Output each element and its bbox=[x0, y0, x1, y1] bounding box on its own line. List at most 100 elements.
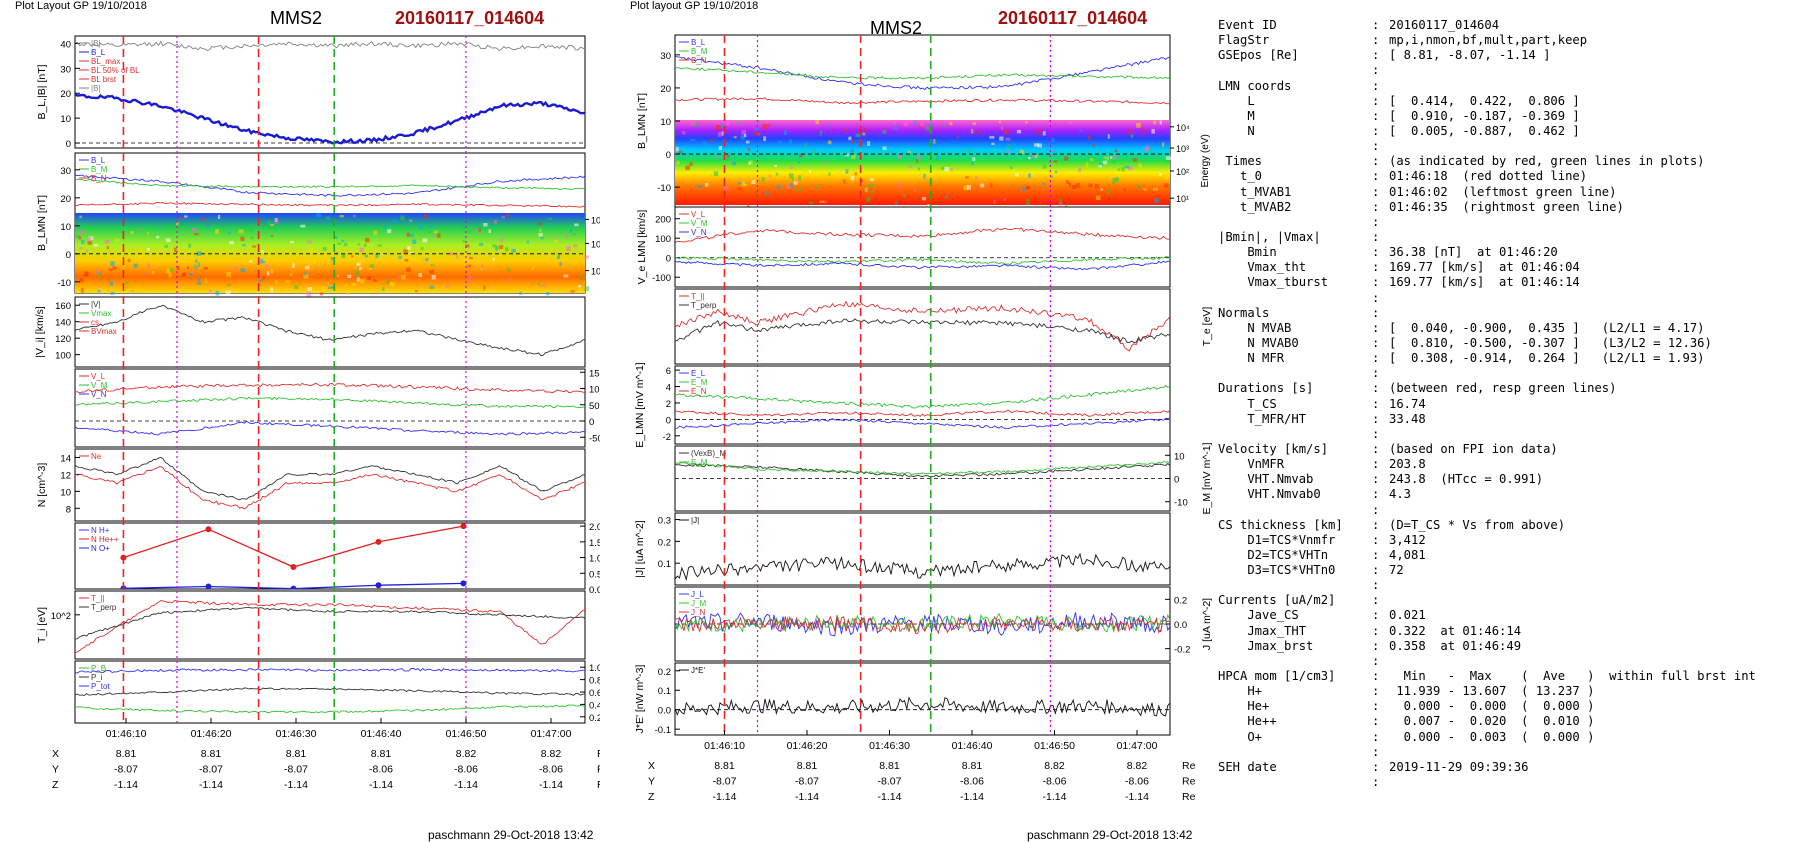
y-tick-label: 20 bbox=[660, 84, 671, 95]
spectrogram-speckle bbox=[1130, 134, 1134, 138]
spectrogram-speckle bbox=[819, 133, 822, 137]
summary-row: M: [ 0.910, -0.187, -0.369 ] bbox=[1218, 109, 1798, 124]
time-tick-label: 01:46:50 bbox=[1034, 740, 1075, 752]
spectrogram-speckle bbox=[321, 286, 324, 292]
y-tick-label: 0 bbox=[666, 150, 671, 161]
summary-separator: : bbox=[1372, 623, 1380, 638]
summary-key: N bbox=[1218, 123, 1255, 138]
spectrogram-speckle bbox=[363, 243, 367, 248]
spectrogram-speckle bbox=[747, 202, 750, 208]
spectrogram-speckle bbox=[252, 245, 257, 248]
y-tick-label: 8 bbox=[66, 504, 71, 515]
spectrogram-speckle bbox=[1106, 156, 1109, 161]
spectrogram-speckle bbox=[869, 178, 875, 182]
spectrogram-speckle bbox=[1022, 186, 1025, 192]
spectrogram-speckle bbox=[270, 223, 275, 227]
spectrogram-speckle bbox=[804, 143, 808, 148]
spectrogram-speckle bbox=[382, 253, 385, 256]
spectrogram-speckle bbox=[182, 272, 186, 277]
legend-label: Ne bbox=[91, 452, 102, 461]
spectrogram-speckle bbox=[678, 150, 683, 154]
position-value: 8.81 bbox=[962, 760, 983, 772]
spectrogram-speckle bbox=[300, 224, 306, 228]
energy-tick-label: 10³ bbox=[1176, 144, 1189, 154]
summary-row: : bbox=[1218, 366, 1798, 381]
spectrogram-speckle bbox=[862, 132, 866, 136]
legend-label: B_M bbox=[691, 47, 708, 56]
spectrogram-speckle bbox=[412, 239, 417, 245]
spectrogram-speckle bbox=[266, 271, 270, 276]
spectrogram-speckle bbox=[115, 238, 120, 242]
spectrogram-speckle bbox=[925, 126, 931, 131]
spectrogram-speckle bbox=[761, 177, 765, 182]
left-plot-title: MMS2 bbox=[270, 8, 323, 28]
spectrogram-speckle bbox=[331, 252, 336, 255]
spectrogram-speckle bbox=[929, 122, 933, 126]
spectrogram-speckle bbox=[868, 183, 874, 188]
spectrogram-speckle bbox=[1102, 160, 1108, 165]
summary-key: SEH date bbox=[1218, 759, 1277, 774]
y-tick-label: 2.0 bbox=[589, 522, 600, 533]
summary-key: Normals bbox=[1218, 305, 1270, 320]
spectrogram-speckle bbox=[685, 165, 690, 171]
position-value: -1.14 bbox=[199, 779, 223, 791]
summary-value: 169.77 [km/s] at 01:46:14 bbox=[1389, 275, 1580, 290]
y-tick-label: 0.2 bbox=[658, 667, 671, 678]
spectrogram-speckle bbox=[1064, 156, 1069, 161]
spectrogram-speckle bbox=[406, 267, 411, 273]
spectrogram-speckle bbox=[1003, 198, 1006, 201]
energy-tick-label: 10² bbox=[591, 267, 600, 277]
spectrogram-speckle bbox=[414, 290, 418, 293]
spectrogram-speckle bbox=[854, 172, 857, 176]
spectrogram-speckle bbox=[79, 230, 85, 235]
summary-separator: : bbox=[1372, 638, 1380, 653]
summary-separator: : bbox=[1372, 487, 1380, 502]
summary-row: L: [ 0.414, 0.422, 0.806 ] bbox=[1218, 94, 1798, 109]
spectrogram-speckle bbox=[519, 291, 522, 296]
position-value: -8.07 bbox=[878, 776, 902, 788]
panel-frame bbox=[74, 296, 586, 368]
spectrogram-speckle bbox=[164, 244, 169, 248]
legend-label: V_M bbox=[91, 381, 108, 390]
spectrogram-speckle bbox=[176, 265, 180, 271]
spectrogram-speckle bbox=[507, 267, 511, 272]
position-value: 8.82 bbox=[456, 748, 477, 760]
summary-separator: : bbox=[1372, 381, 1380, 396]
spectrogram-speckle bbox=[566, 246, 571, 251]
spectrogram-speckle bbox=[883, 172, 887, 177]
y-tick-label: 10 bbox=[60, 487, 71, 498]
spectrogram-speckle bbox=[430, 264, 435, 267]
summary-key: VHT.Nmvab0 bbox=[1218, 487, 1321, 502]
y-tick-label: 0.3 bbox=[658, 516, 671, 527]
spectrogram-speckle bbox=[508, 277, 512, 281]
spectrogram-speckle bbox=[1085, 162, 1089, 168]
panel-ti: 10^2 T_||T_perp T_i [eV] bbox=[36, 590, 586, 660]
spectrogram-speckle bbox=[845, 169, 849, 174]
summary-key: t_0 bbox=[1218, 169, 1263, 184]
spectrogram-speckle bbox=[1143, 188, 1147, 191]
spectrogram-speckle bbox=[250, 236, 254, 240]
spectrogram-speckle bbox=[675, 146, 679, 152]
spectrogram-speckle bbox=[778, 140, 782, 144]
y-tick-label: 0.0 bbox=[658, 706, 671, 717]
spectrogram-speckle bbox=[537, 223, 543, 226]
position-row-label: X bbox=[648, 760, 655, 772]
summary-separator: : bbox=[1372, 532, 1380, 547]
spectrogram-speckle bbox=[1025, 170, 1028, 173]
legend-label: B_L bbox=[91, 48, 106, 57]
spectrogram-speckle bbox=[916, 158, 919, 163]
spectrogram-speckle bbox=[776, 185, 781, 189]
summary-separator: : bbox=[1372, 729, 1380, 744]
spectrogram-speckle bbox=[456, 254, 459, 259]
time-tick-label: 01:46:50 bbox=[446, 728, 487, 740]
spectrogram-speckle bbox=[1112, 177, 1117, 183]
spectrogram-speckle bbox=[242, 244, 246, 247]
summary-key: D3=TCS*VHTn0 bbox=[1218, 563, 1336, 578]
spectrogram-speckle bbox=[989, 136, 995, 139]
summary-row: t_MVAB2:01:46:35 (rightmost green line) bbox=[1218, 200, 1798, 215]
summary-separator: : bbox=[1372, 608, 1380, 623]
series-line bbox=[75, 687, 585, 696]
spectrogram-speckle bbox=[744, 183, 748, 186]
series-line bbox=[75, 606, 585, 640]
